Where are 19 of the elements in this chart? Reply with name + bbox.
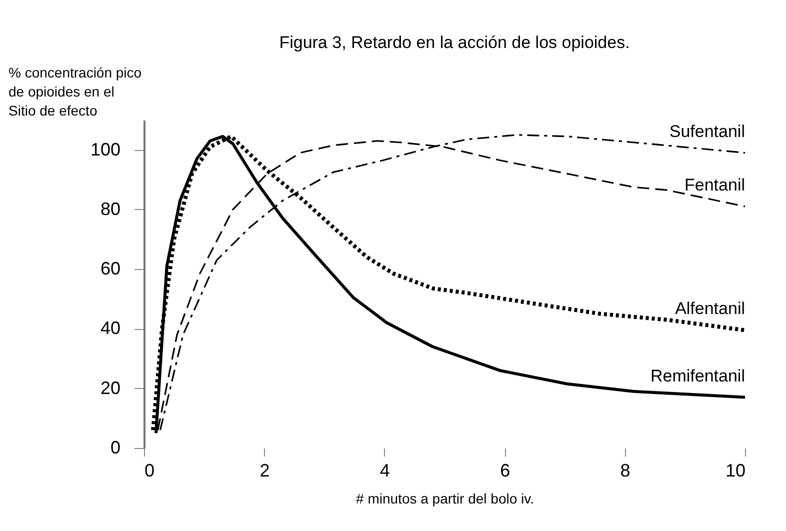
y-tick-label: 20 [100,378,120,398]
x-tick-label: 10 [725,460,746,480]
x-tick-label: 4 [380,460,390,480]
y-tick-label: 80 [100,198,120,219]
y-tick-label: 40 [100,318,120,338]
x-tick-label: 0 [144,460,155,480]
series-label: Alfentanil [675,299,745,318]
y-tick-label: 0 [110,438,120,458]
x-tick-label: 8 [620,460,630,480]
chart-title: Figura 3, Retardo en la acción de los opioides. [279,33,630,52]
y-tick-label: 60 [100,258,120,279]
x-axis-title: # minutos a partir del bolo iv. [356,490,534,506]
x-tick-label: 6 [500,460,510,480]
series-label: Fentanil [684,175,745,194]
series-label: Remifentanil [650,366,745,386]
y-axis-title: % concentración pico de opioides en el Sitio de efecto [8,64,142,118]
series-label: Sufentanil [669,122,745,141]
x-tick-label: 2 [260,460,270,480]
y-tick-label: 100 [90,139,120,160]
